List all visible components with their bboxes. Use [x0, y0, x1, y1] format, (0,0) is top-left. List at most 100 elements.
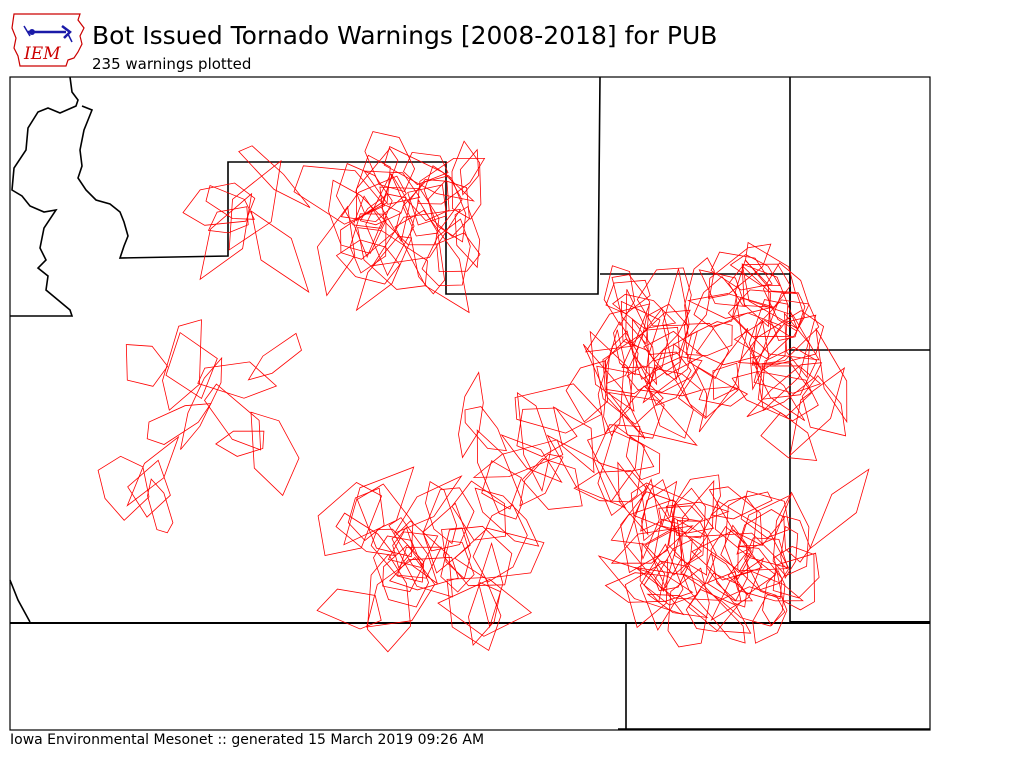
warning-polygon [685, 571, 742, 633]
warning-polygon [519, 453, 564, 507]
warning-polygon [733, 571, 804, 602]
warning-polygon [737, 545, 783, 600]
warning-polygon [783, 515, 811, 563]
warning-polygon [680, 479, 715, 576]
warning-polygon [610, 525, 694, 564]
warning-polygon [387, 531, 439, 568]
warning-polygon [772, 491, 810, 577]
county-boundary-northwest [77, 76, 601, 295]
warning-polygon [247, 332, 302, 381]
warning-polygon [343, 466, 415, 546]
warning-polygon [746, 362, 823, 418]
warning-polygon [97, 455, 150, 521]
warning-polygon [698, 269, 746, 307]
county-boundary-west [10, 76, 79, 317]
warning-polygon [425, 480, 458, 545]
warning-polygon [611, 274, 650, 345]
warning-polygon [662, 268, 690, 380]
warning-polygon [407, 184, 448, 226]
warning-polygon [604, 338, 640, 384]
warning-polygon [596, 365, 664, 425]
warning-polygon [597, 555, 685, 616]
page-title: Bot Issued Tornado Warnings [2008-2018] … [92, 21, 718, 50]
warning-polygon [365, 172, 415, 277]
warning-polygon [356, 483, 414, 558]
warning-polygon [621, 309, 691, 369]
warning-polygon [712, 362, 740, 401]
warning-polygon [391, 520, 453, 598]
warning-polygon [682, 573, 746, 644]
warning-polygon [476, 429, 524, 520]
warning-polygon [673, 517, 709, 576]
warning-polygon [335, 239, 401, 285]
warning-polygon [676, 520, 717, 585]
logo-text: IEM [23, 44, 61, 64]
warning-polygon [127, 459, 171, 518]
footer-credit: Iowa Environmental Mesonet :: generated … [10, 732, 485, 748]
warning-polygon [646, 593, 709, 619]
warning-polygon [516, 391, 552, 492]
warning-polygon [714, 500, 790, 569]
county-boundary-south [618, 623, 930, 730]
warning-polygon [613, 321, 639, 376]
warning-polygon [639, 542, 666, 603]
warning-polygon [653, 518, 683, 589]
warning-polygon [442, 525, 513, 587]
warning-polygon [516, 407, 578, 457]
map-frame [9, 76, 931, 731]
warning-polygon [770, 292, 806, 341]
warning-polygon [752, 594, 788, 644]
warning-polygon [815, 328, 848, 424]
warning-polygon [624, 559, 669, 629]
warning-polygon [654, 538, 693, 592]
warning-polygon [481, 460, 522, 510]
warning-polygon [752, 360, 806, 422]
warning-polygon [393, 475, 463, 534]
warning-polygon [436, 232, 481, 273]
warning-polygon [458, 371, 484, 459]
warning-polygon [720, 524, 752, 574]
warning-polygon [641, 478, 671, 542]
warning-polygons [97, 131, 870, 653]
warning-polygon [573, 470, 648, 503]
warning-polygon [740, 490, 790, 539]
warning-polygon [367, 553, 412, 653]
warning-polygon [745, 241, 796, 293]
warning-polygon [757, 362, 813, 417]
warning-polygon [780, 525, 799, 579]
warning-polygon [624, 484, 681, 592]
warning-polygon [737, 310, 825, 366]
warning-polygon [500, 434, 563, 483]
warning-polygon [636, 267, 692, 327]
warning-polygon [165, 331, 218, 400]
warning-polygon [180, 356, 223, 450]
warning-polygon [698, 386, 749, 407]
warning-polygon [199, 192, 253, 281]
warning-polygon [238, 145, 311, 208]
warning-polygon [612, 293, 677, 330]
page-subtitle: 235 warnings plotted [92, 55, 252, 73]
warning-polygon [582, 343, 646, 440]
warning-polygon [147, 478, 174, 534]
warning-polygon [625, 436, 661, 481]
warning-polygon [710, 525, 749, 602]
warning-polygon [731, 371, 819, 422]
warning-polygon [706, 553, 747, 608]
warning-polygon [403, 151, 449, 186]
warning-polygon [737, 509, 786, 547]
warning-polygon [514, 383, 603, 434]
warning-polygon [204, 383, 262, 451]
warning-polygon [126, 435, 180, 507]
warning-polygon [125, 344, 169, 387]
warning-polygon [371, 208, 462, 267]
warning-polygon [772, 552, 820, 599]
warning-polygon [250, 411, 300, 497]
warning-polygon [340, 175, 407, 223]
warning-polygon [437, 578, 533, 637]
warning-polygon [602, 326, 681, 395]
warning-polygon [474, 487, 540, 547]
warning-polygon [688, 588, 752, 634]
warning-polygon [335, 512, 396, 557]
warning-polygon [382, 544, 424, 592]
